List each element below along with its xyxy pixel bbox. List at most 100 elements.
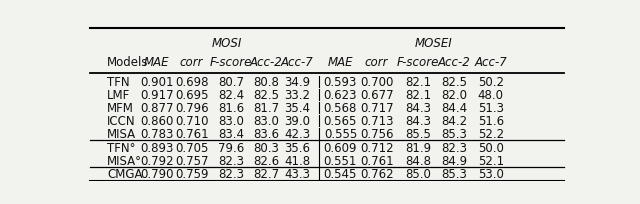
Text: 0.761: 0.761	[360, 154, 394, 167]
Text: Acc-2: Acc-2	[438, 56, 471, 69]
Text: 84.3: 84.3	[405, 102, 431, 115]
Text: 0.710: 0.710	[175, 114, 209, 128]
Text: 0.790: 0.790	[140, 167, 173, 180]
Text: 84.8: 84.8	[405, 154, 431, 167]
Text: 51.6: 51.6	[477, 114, 504, 128]
Text: 84.3: 84.3	[405, 114, 431, 128]
Text: 80.7: 80.7	[218, 76, 244, 89]
Text: 0.593: 0.593	[324, 76, 357, 89]
Text: CMGA: CMGA	[108, 167, 143, 180]
Text: F-score: F-score	[397, 56, 440, 69]
Text: 35.4: 35.4	[284, 102, 310, 115]
Text: TFN°: TFN°	[108, 141, 136, 154]
Text: 0.623: 0.623	[324, 89, 357, 102]
Text: 81.6: 81.6	[218, 102, 244, 115]
Text: 35.6: 35.6	[284, 141, 310, 154]
Text: 0.756: 0.756	[360, 127, 394, 140]
Text: 82.7: 82.7	[253, 167, 279, 180]
Text: 0.551: 0.551	[324, 154, 357, 167]
Text: 33.2: 33.2	[284, 89, 310, 102]
Text: 85.3: 85.3	[442, 127, 467, 140]
Text: 82.3: 82.3	[442, 141, 467, 154]
Text: 82.6: 82.6	[253, 154, 279, 167]
Text: MFM: MFM	[108, 102, 134, 115]
Text: 0.757: 0.757	[175, 154, 209, 167]
Text: 0.700: 0.700	[360, 76, 394, 89]
Text: F-score: F-score	[210, 56, 252, 69]
Text: 80.3: 80.3	[253, 141, 279, 154]
Text: 82.0: 82.0	[442, 89, 467, 102]
Text: 84.2: 84.2	[442, 114, 468, 128]
Text: 0.762: 0.762	[360, 167, 394, 180]
Text: 41.8: 41.8	[284, 154, 310, 167]
Text: 50.2: 50.2	[477, 76, 504, 89]
Text: 82.1: 82.1	[405, 89, 431, 102]
Text: 48.0: 48.0	[477, 89, 504, 102]
Text: 82.5: 82.5	[442, 76, 467, 89]
Text: MAE: MAE	[328, 56, 353, 69]
Text: 0.565: 0.565	[324, 114, 357, 128]
Text: 0.677: 0.677	[360, 89, 394, 102]
Text: 0.555: 0.555	[324, 127, 357, 140]
Text: LMF: LMF	[108, 89, 131, 102]
Text: 0.796: 0.796	[175, 102, 209, 115]
Text: 39.0: 39.0	[284, 114, 310, 128]
Text: 81.9: 81.9	[405, 141, 431, 154]
Text: 0.893: 0.893	[140, 141, 173, 154]
Text: corr: corr	[180, 56, 204, 69]
Text: 0.713: 0.713	[360, 114, 394, 128]
Text: Acc-7: Acc-7	[474, 56, 507, 69]
Text: 0.860: 0.860	[140, 114, 173, 128]
Text: 0.712: 0.712	[360, 141, 394, 154]
Text: 79.6: 79.6	[218, 141, 244, 154]
Text: 0.759: 0.759	[175, 167, 209, 180]
Text: 82.1: 82.1	[405, 76, 431, 89]
Text: 0.917: 0.917	[140, 89, 173, 102]
Text: 0.698: 0.698	[175, 76, 209, 89]
Text: 85.3: 85.3	[442, 167, 467, 180]
Text: ICCN: ICCN	[108, 114, 136, 128]
Text: MISA: MISA	[108, 127, 136, 140]
Text: 0.792: 0.792	[140, 154, 173, 167]
Text: 81.7: 81.7	[253, 102, 279, 115]
Text: 82.3: 82.3	[218, 167, 244, 180]
Text: 82.4: 82.4	[218, 89, 244, 102]
Text: 0.545: 0.545	[324, 167, 357, 180]
Text: 0.695: 0.695	[175, 89, 209, 102]
Text: 0.877: 0.877	[140, 102, 173, 115]
Text: 42.3: 42.3	[284, 127, 310, 140]
Text: 34.9: 34.9	[284, 76, 310, 89]
Text: 83.0: 83.0	[218, 114, 244, 128]
Text: 80.8: 80.8	[253, 76, 279, 89]
Text: 82.5: 82.5	[253, 89, 279, 102]
Text: corr: corr	[365, 56, 388, 69]
Text: Acc-2: Acc-2	[250, 56, 282, 69]
Text: 83.4: 83.4	[218, 127, 244, 140]
Text: 52.1: 52.1	[477, 154, 504, 167]
Text: 82.3: 82.3	[218, 154, 244, 167]
Text: 50.0: 50.0	[477, 141, 504, 154]
Text: 0.705: 0.705	[175, 141, 208, 154]
Text: 83.6: 83.6	[253, 127, 279, 140]
Text: 0.609: 0.609	[324, 141, 357, 154]
Text: 84.4: 84.4	[442, 102, 468, 115]
Text: Acc-7: Acc-7	[281, 56, 314, 69]
Text: 83.0: 83.0	[253, 114, 279, 128]
Text: 43.3: 43.3	[284, 167, 310, 180]
Text: 85.5: 85.5	[405, 127, 431, 140]
Text: Models: Models	[108, 56, 148, 69]
Text: 85.0: 85.0	[405, 167, 431, 180]
Text: TFN: TFN	[108, 76, 130, 89]
Text: MOSI: MOSI	[212, 37, 242, 50]
Text: MISA°: MISA°	[108, 154, 142, 167]
Text: 0.717: 0.717	[360, 102, 394, 115]
Text: MAE: MAE	[144, 56, 170, 69]
Text: 52.2: 52.2	[477, 127, 504, 140]
Text: 0.761: 0.761	[175, 127, 209, 140]
Text: 53.0: 53.0	[477, 167, 504, 180]
Text: 0.901: 0.901	[140, 76, 173, 89]
Text: MOSEI: MOSEI	[414, 37, 452, 50]
Text: 84.9: 84.9	[442, 154, 468, 167]
Text: 0.568: 0.568	[324, 102, 357, 115]
Text: 51.3: 51.3	[477, 102, 504, 115]
